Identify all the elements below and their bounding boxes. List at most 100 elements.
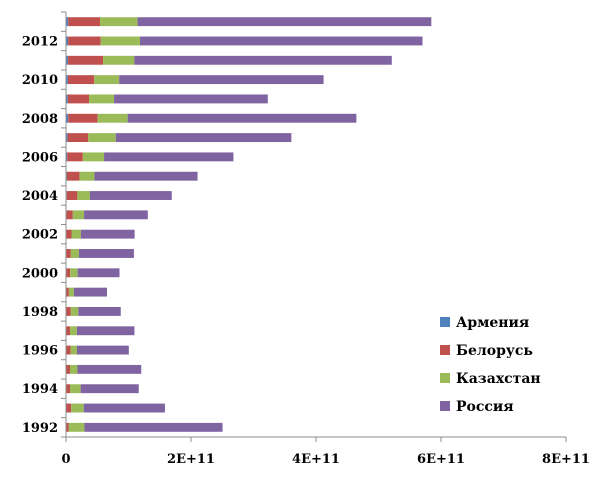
bar-group-2004 — [66, 191, 172, 200]
bar-1992-series-1 — [66, 422, 69, 432]
x-tick-label: 8E+11 — [542, 452, 590, 467]
bar-2001-series-2 — [70, 249, 79, 258]
bar-2002-series-3 — [80, 229, 135, 239]
bar-2007-series-0 — [66, 133, 68, 143]
bar-group-2010 — [66, 75, 324, 85]
bar-2013-series-2 — [100, 17, 138, 27]
bar-2007-series-1 — [67, 133, 89, 143]
bar-2006-series-3 — [104, 152, 234, 162]
x-tick-label: 4E+11 — [292, 452, 340, 467]
bar-group-2005 — [66, 171, 198, 181]
y-tick-label: 1994 — [22, 382, 58, 397]
bar-2007-series-3 — [115, 133, 292, 143]
bar-2010-series-3 — [119, 75, 324, 85]
legend: Армения Белорусь Казахстан Россия — [440, 315, 541, 415]
bar-2003-series-2 — [72, 210, 85, 220]
bar-1996-series-2 — [70, 345, 77, 355]
bar-1998-series-2 — [70, 306, 79, 316]
bar-2005-series-1 — [66, 171, 80, 181]
bar-2004-series-1 — [66, 191, 78, 200]
bar-2004-series-3 — [89, 191, 172, 200]
bar-1997-series-2 — [70, 326, 77, 336]
y-tick-label: 2002 — [22, 228, 58, 243]
bar-group-2001 — [66, 249, 134, 258]
bar-2012-series-3 — [140, 36, 423, 46]
bar-group-1994 — [66, 384, 139, 394]
bar-2001-series-3 — [78, 249, 134, 258]
bar-1995-series-2 — [70, 364, 78, 374]
y-tick-label: 1992 — [22, 421, 58, 436]
bar-2011-series-0 — [66, 55, 69, 65]
bar-1993-series-1 — [66, 403, 72, 413]
bar-2009-series-2 — [89, 94, 115, 104]
bar-2013-series-0 — [66, 17, 69, 27]
bar-1997-series-3 — [76, 326, 135, 336]
y-tick-label: 2010 — [22, 73, 58, 88]
bar-group-2011 — [66, 55, 392, 65]
bar-group-2013 — [66, 17, 432, 27]
legend-item: Казахстан — [440, 371, 541, 387]
bar-group-1997 — [66, 326, 135, 336]
bar-group-2003 — [66, 210, 148, 220]
bar-2011-series-1 — [68, 55, 104, 65]
bar-2009-series-1 — [67, 94, 90, 104]
bar-1996-series-3 — [76, 345, 129, 355]
x-tick-label: 0 — [61, 452, 70, 467]
bar-group-2000 — [66, 268, 120, 278]
bar-group-2006 — [66, 152, 234, 162]
legend-label: Белорусь — [456, 343, 533, 359]
y-tick-label: 1996 — [22, 344, 58, 359]
bar-2013-series-3 — [137, 17, 432, 27]
bar-group-2008 — [66, 113, 357, 123]
bar-1993-series-2 — [71, 403, 84, 413]
y-tick-label: 2008 — [22, 112, 58, 127]
legend-item: Белорусь — [440, 343, 533, 359]
legend-item: Россия — [440, 399, 514, 415]
y-tick-label: 2000 — [22, 266, 58, 281]
bar-2013-series-1 — [68, 17, 101, 27]
bar-2006-series-1 — [67, 152, 83, 162]
bar-2002-series-2 — [71, 229, 81, 239]
bar-2009-series-0 — [66, 94, 68, 104]
bar-2003-series-1 — [66, 210, 73, 220]
bar-2008-series-1 — [68, 113, 98, 123]
bar-2008-series-0 — [66, 113, 69, 123]
x-tick-label: 2E+11 — [167, 452, 215, 467]
bar-1992-series-2 — [68, 422, 85, 432]
bar-2010-series-2 — [94, 75, 120, 85]
bar-2000-series-1 — [66, 268, 71, 278]
bar-group-1999 — [66, 287, 108, 297]
bar-group-2002 — [66, 229, 135, 239]
bar-2011-series-3 — [134, 55, 392, 65]
bar-group-1998 — [66, 306, 121, 316]
bar-1994-series-3 — [80, 384, 139, 394]
y-tick-label: 2004 — [22, 189, 58, 204]
bar-1997-series-1 — [66, 326, 71, 336]
bar-2005-series-2 — [79, 171, 95, 181]
bar-1999-series-2 — [68, 287, 74, 297]
bar-group-1996 — [66, 345, 129, 355]
bar-2000-series-3 — [77, 268, 120, 278]
legend-label: Армения — [456, 315, 529, 331]
y-tick-label: 2006 — [22, 150, 58, 165]
legend-swatch — [440, 401, 450, 411]
bar-1998-series-1 — [66, 306, 71, 316]
bar-2012-series-0 — [66, 36, 69, 46]
bar-2012-series-2 — [100, 36, 141, 46]
bar-1999-series-1 — [66, 287, 69, 297]
bar-2009-series-3 — [114, 94, 268, 104]
bar-1993-series-3 — [83, 403, 165, 413]
bar-2001-series-1 — [66, 249, 71, 258]
bar-1995-series-1 — [66, 364, 70, 374]
bar-1998-series-3 — [78, 306, 121, 316]
legend-item: Армения — [440, 315, 529, 331]
x-tick-label: 6E+11 — [417, 452, 465, 467]
bar-2003-series-3 — [84, 210, 148, 220]
bar-2000-series-2 — [70, 268, 78, 278]
bar-2007-series-2 — [88, 133, 116, 143]
bar-1994-series-2 — [70, 384, 81, 394]
bar-group-1993 — [66, 403, 165, 413]
y-tick-label: 1998 — [22, 305, 58, 320]
legend-label: Казахстан — [456, 371, 541, 387]
